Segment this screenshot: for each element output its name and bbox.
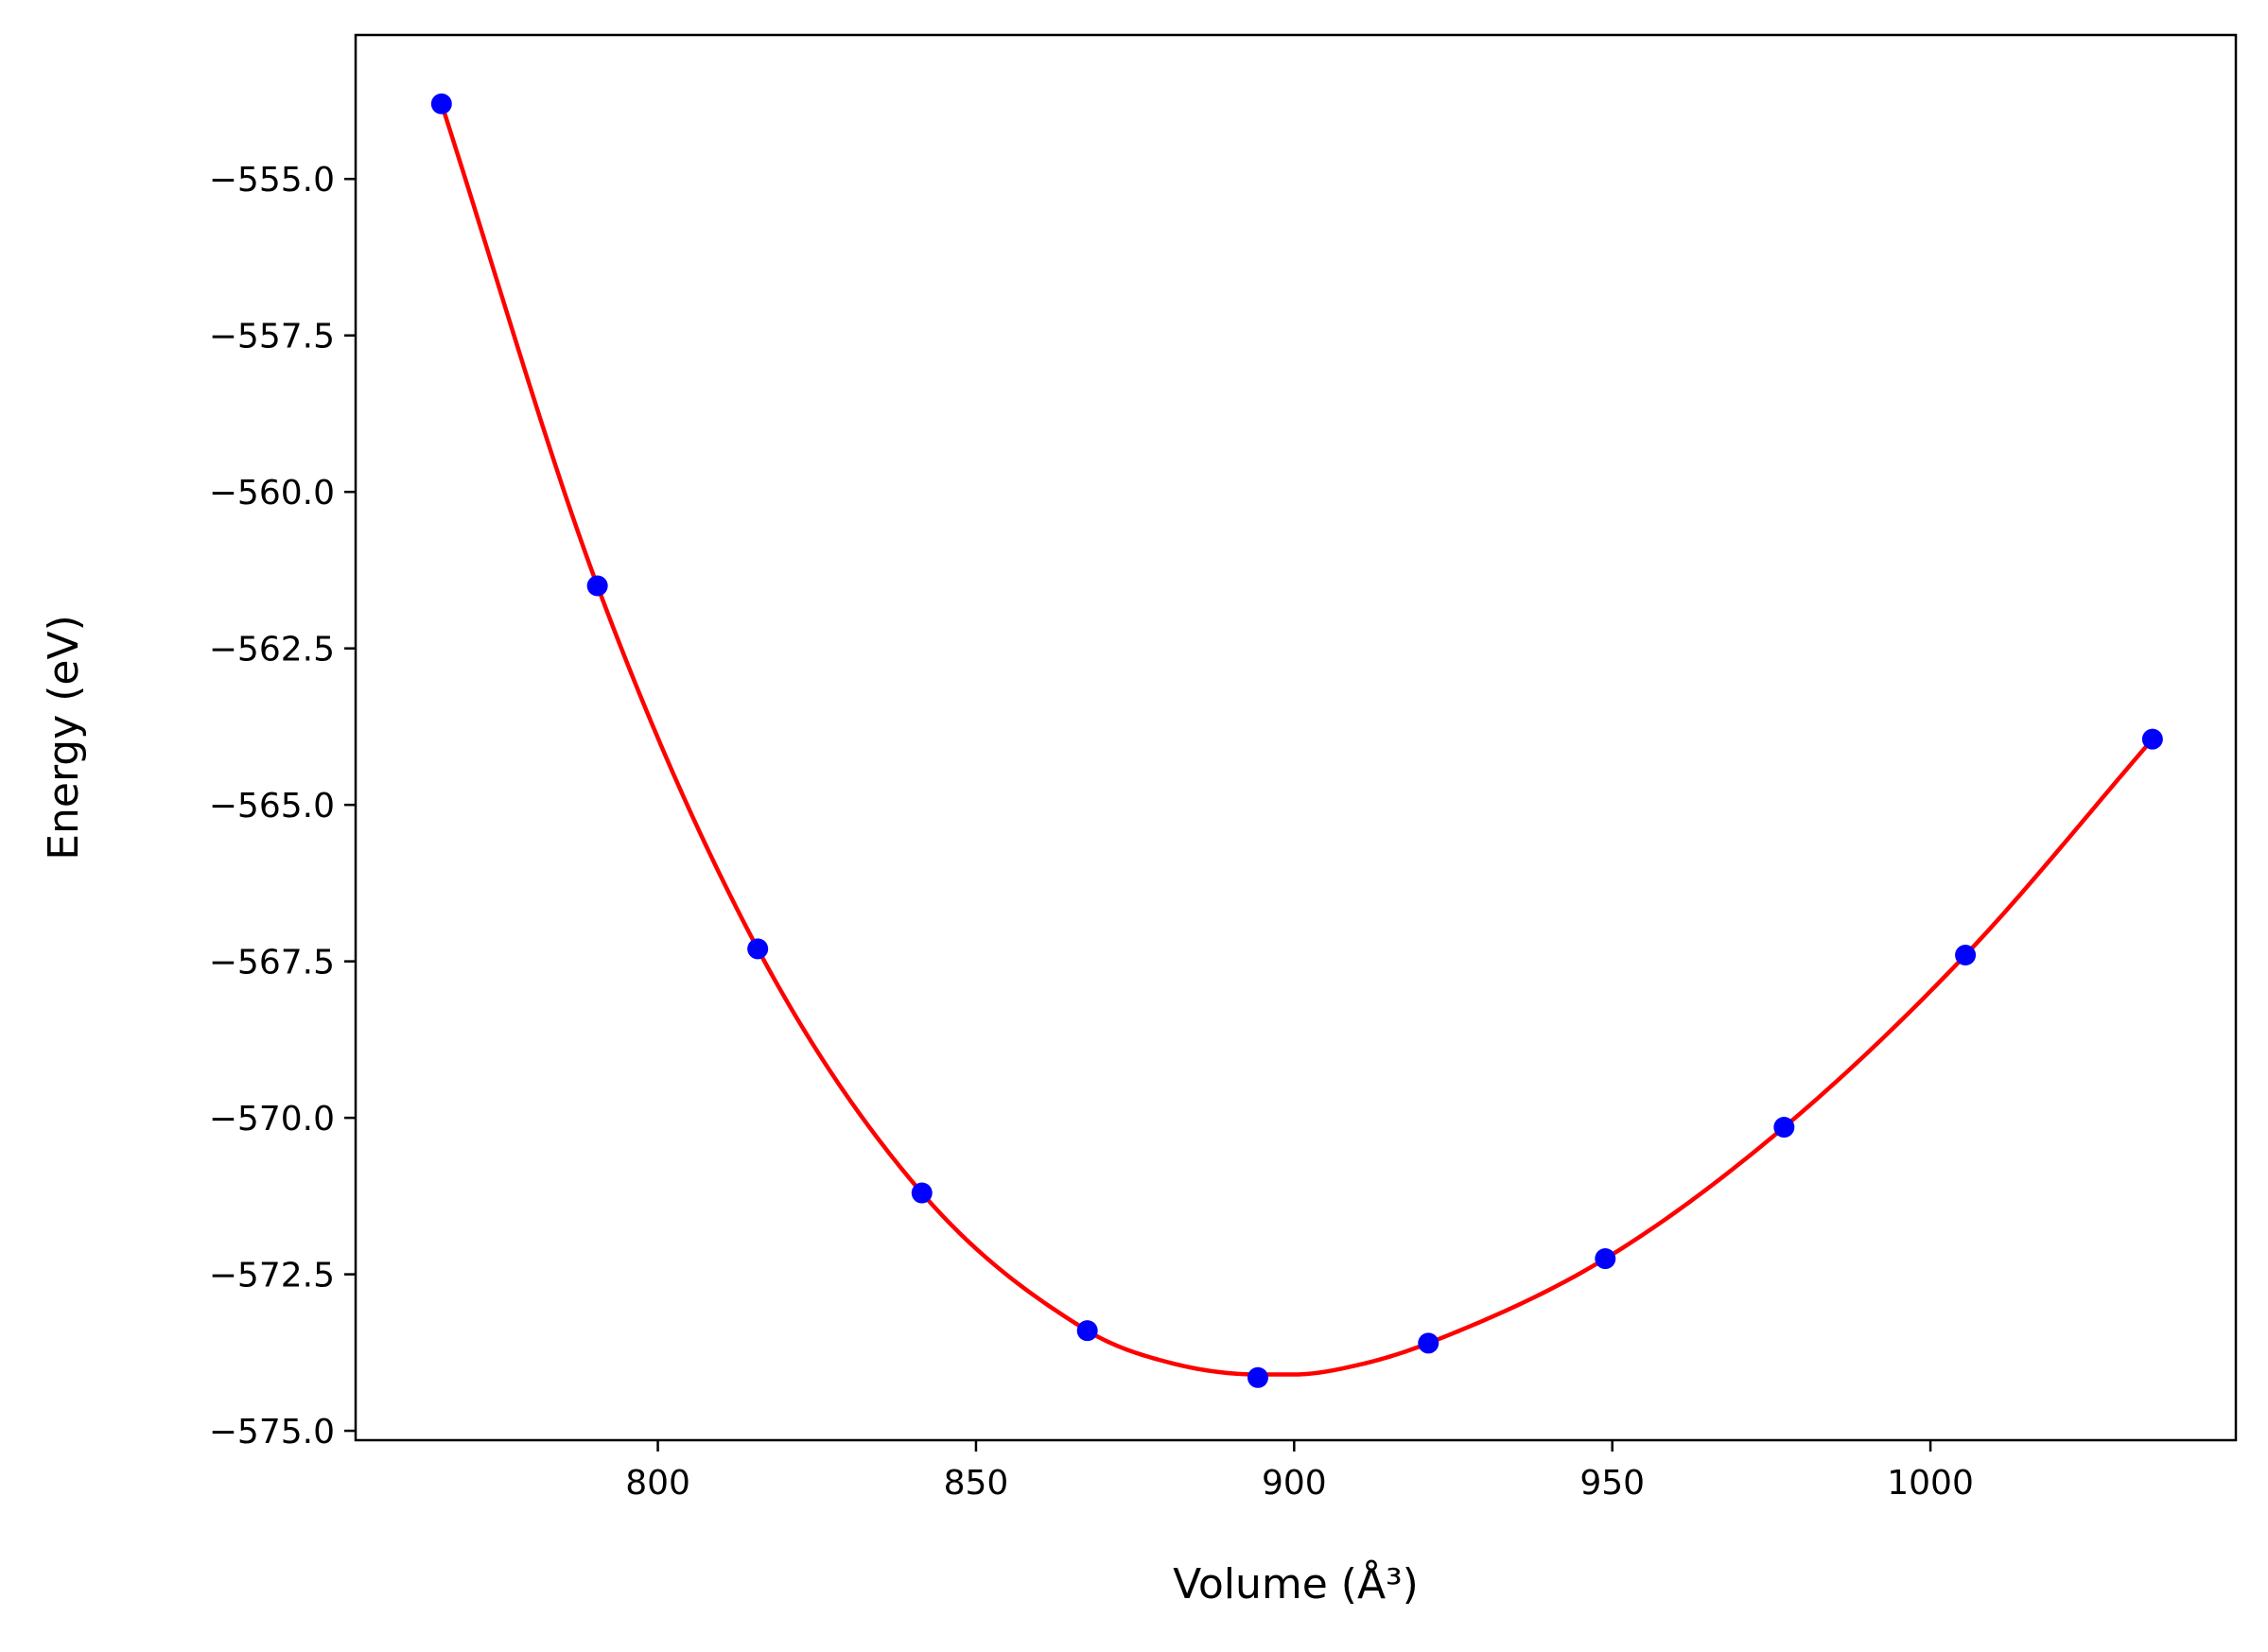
x-tick-label: 1000 [1887,1464,1974,1503]
data-point [1418,1332,1439,1354]
x-tick-label: 850 [944,1464,1009,1503]
x-axis-title: Volume (Å³) [1173,1558,1419,1609]
y-tick-label: −562.5 [209,631,335,669]
x-axis: 800 850 900 950 1000 [625,1440,1974,1503]
y-axis: −555.0 −557.5 −560.0 −562.5 −565.0 −567.5 −570… [209,161,356,1452]
fit-curve-line [439,103,2155,1377]
x-tick-label: 800 [625,1464,690,1503]
y-tick-label: −572.5 [209,1257,335,1296]
fit-curve-layer [439,103,2155,1377]
data-point [586,575,608,597]
y-axis-title: Energy (eV) [40,615,88,861]
data-point [430,93,452,114]
y-tick-label: −555.0 [209,161,335,200]
data-point [2141,728,2163,750]
plot-frame [354,33,2238,1442]
data-point [911,1182,933,1204]
y-tick-label: −565.0 [209,787,335,826]
y-tick-label: −575.0 [209,1413,335,1452]
data-point [1595,1248,1616,1270]
y-tick-label: −557.5 [209,318,335,356]
y-tick-label: −560.0 [209,474,335,513]
x-tick-label: 950 [1579,1464,1645,1503]
data-point [1247,1366,1268,1388]
y-tick-label: −570.0 [209,1100,335,1139]
y-tick-label: −567.5 [209,944,335,983]
data-point [1955,945,1977,966]
data-points-layer [430,93,2163,1388]
data-point [1773,1117,1795,1139]
data-point [747,938,769,960]
data-point [1076,1320,1098,1342]
x-tick-label: 900 [1262,1464,1327,1503]
